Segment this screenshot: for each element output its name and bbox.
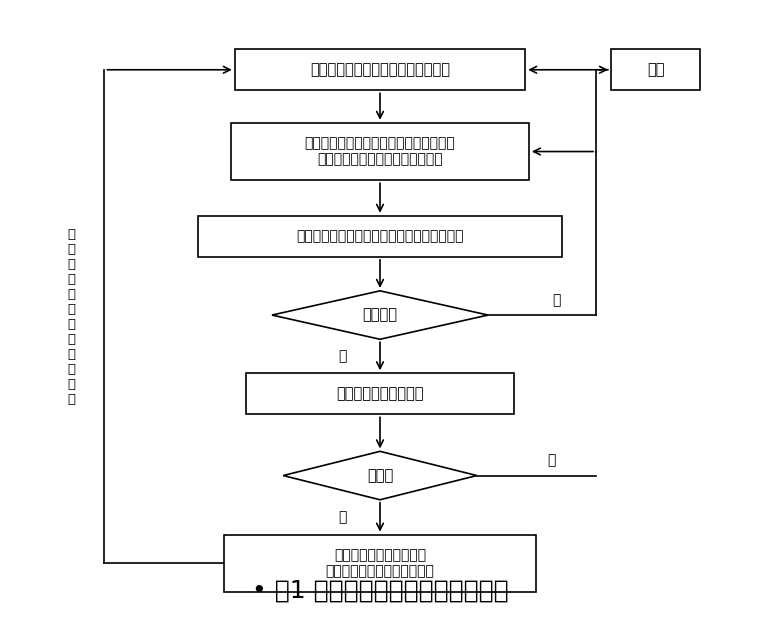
Text: 进
入
下
一
单
元
（
工
序
）
工
程: 进 入 下 一 单 元 （ 工 序 ） 工 程	[67, 227, 75, 405]
Polygon shape	[283, 451, 477, 500]
Text: 监理单位现场抽样检验: 监理单位现场抽样检验	[336, 386, 424, 401]
FancyBboxPatch shape	[198, 216, 562, 257]
Text: 审核结果: 审核结果	[363, 308, 397, 323]
Text: 是: 是	[338, 510, 347, 524]
Text: 是: 是	[338, 349, 347, 363]
Polygon shape	[272, 291, 488, 339]
Text: 否: 否	[547, 454, 556, 467]
FancyBboxPatch shape	[223, 535, 537, 592]
Text: 施工单位进行自检，作好施工记录，填报
单元（工序）工程施工质量评定表: 施工单位进行自检，作好施工记录，填报 单元（工序）工程施工质量评定表	[305, 137, 455, 167]
Text: 监理单位审核、签认单元
（工序）工程施工质量评定表: 监理单位审核、签认单元 （工序）工程施工质量评定表	[325, 548, 435, 578]
Text: 否: 否	[553, 293, 561, 307]
Text: 监理单位审核自检资料是否真实、可靠、完整: 监理单位审核自检资料是否真实、可靠、完整	[296, 229, 464, 243]
Text: 处理: 处理	[647, 62, 664, 77]
FancyBboxPatch shape	[246, 373, 514, 415]
Text: 合格否: 合格否	[367, 468, 393, 483]
Text: 单元（工序）工程施工（处理）完毕: 单元（工序）工程施工（处理）完毕	[310, 62, 450, 77]
Text: • 图1 单元工程质量检验工作程序图: • 图1 单元工程质量检验工作程序图	[252, 578, 508, 603]
FancyBboxPatch shape	[235, 49, 525, 90]
FancyBboxPatch shape	[611, 49, 700, 90]
FancyBboxPatch shape	[231, 123, 529, 180]
